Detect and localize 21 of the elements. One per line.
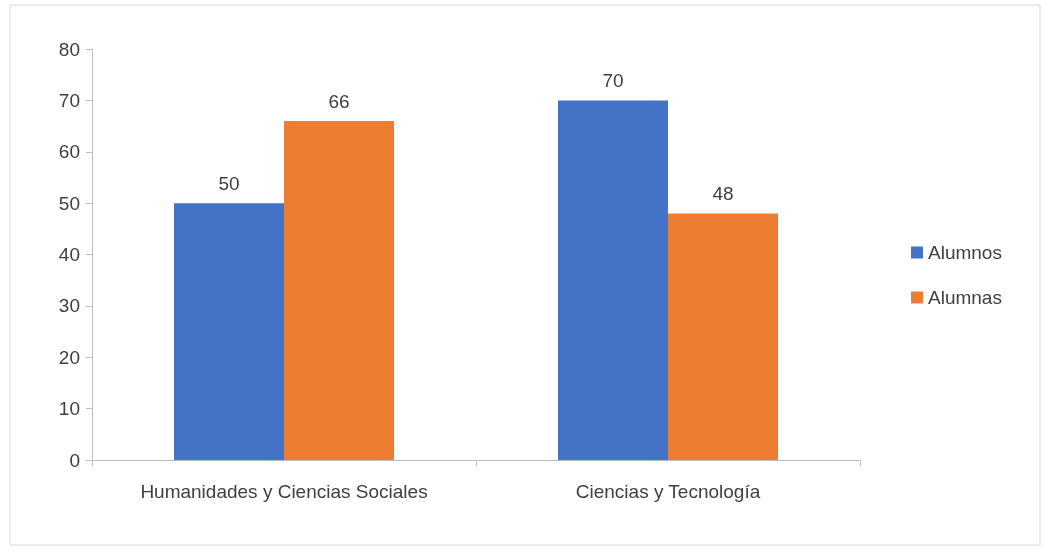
bar [174, 203, 284, 460]
y-tick-label: 10 [58, 398, 80, 420]
bar [668, 213, 778, 460]
bar [284, 120, 394, 460]
x-tick-label: Ciencias y Tecnología [575, 481, 761, 502]
data-label: 50 [218, 173, 240, 195]
y-tick-label: 40 [58, 244, 80, 265]
y-tick-label: 30 [58, 295, 80, 317]
x-tick-label: Humanidades y Ciencias Sociales [140, 481, 428, 502]
data-label: 70 [602, 70, 624, 92]
legend-label: Alumnos [928, 242, 1002, 263]
y-tick-label: 50 [58, 192, 80, 214]
y-tick-label: 70 [58, 89, 80, 111]
bar [558, 100, 668, 460]
y-tick-label: 0 [69, 449, 80, 471]
y-tick-label: 80 [58, 38, 80, 60]
y-tick-label: 60 [58, 141, 80, 163]
legend-label: Alumnas [928, 287, 1002, 308]
data-label: 66 [328, 90, 350, 112]
data-label: 48 [712, 183, 734, 205]
y-tick-label: 20 [58, 346, 80, 368]
